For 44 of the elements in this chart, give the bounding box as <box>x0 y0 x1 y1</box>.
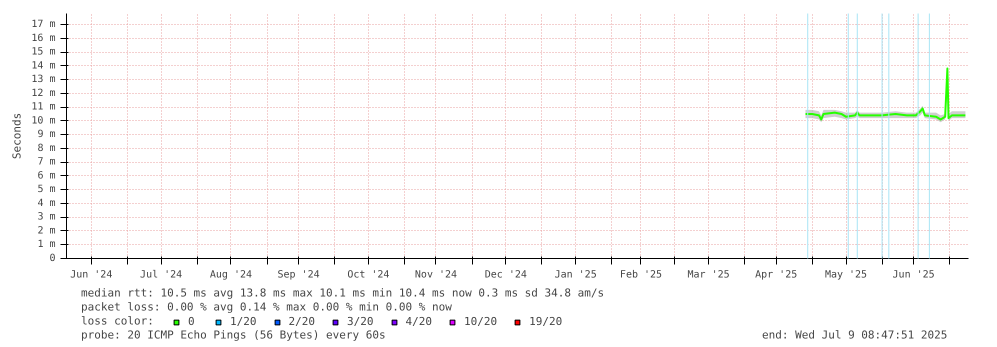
text: median rtt: 10.5 ms avg 13.8 ms max 10.1 ms min 10.4 ms now 0.3 ms sd 34.8 am/s <box>80 286 604 300</box>
legend-label: 2/20 <box>288 315 315 328</box>
x-tick-label: Mar '25 <box>688 270 730 280</box>
legend-label: 19/20 <box>529 315 562 328</box>
y-axis-title: Seconds <box>10 112 24 160</box>
legend-title: loss color: <box>80 314 154 328</box>
y-tick-label: 4 m <box>37 198 56 209</box>
y-tick-label: 13 m <box>31 74 56 86</box>
x-tick-label: Jan '25 <box>554 270 597 280</box>
x-tick-label: Apr '25 <box>755 270 798 280</box>
x-tick-label: Feb '25 <box>620 270 662 280</box>
y-tick-label: 9 m <box>37 129 56 140</box>
text: probe: 20 ICMP Echo Pings (56 Bytes) every 60s <box>80 328 386 342</box>
y-tick-label: 0 <box>49 253 56 264</box>
x-tick-label: Sep '24 <box>277 270 320 280</box>
legend-label: 10/20 <box>464 315 498 328</box>
y-tick-label: 10 m <box>31 115 56 126</box>
x-tick-label: Jun '25 <box>892 270 935 280</box>
x-tick-label: Jul '24 <box>140 270 182 280</box>
x-tick-label: Dec '24 <box>484 270 527 280</box>
y-tick-label: 16 m <box>31 32 56 44</box>
x-tick-label: Nov '24 <box>414 270 458 280</box>
y-tick-label: 5 m <box>37 184 56 196</box>
text: end: Wed Jul 9 08:47:51 2025 <box>762 328 948 342</box>
y-tick-label: 1 m <box>37 239 56 250</box>
x-tick-label: Jun '24 <box>70 270 112 280</box>
y-tick-label: 7 m <box>37 156 56 168</box>
y-tick-label: 11 m <box>31 102 56 113</box>
x-tick-label: Oct '24 <box>347 270 390 280</box>
y-tick-label: 17 m <box>31 19 56 30</box>
legend-label: 4/20 <box>406 315 432 328</box>
y-tick-label: 12 m <box>31 88 56 99</box>
y-tick-label: 2 m <box>37 225 56 236</box>
text: packet loss: 0.00 % avg 0.14 % max 0.00 % min 0.00 % now <box>80 300 452 314</box>
y-tick-label: 3 m <box>37 212 56 223</box>
x-tick-label: Aug '24 <box>210 270 252 280</box>
x-tick-label: May '25 <box>824 270 868 280</box>
legend-label: 3/20 <box>347 315 374 328</box>
y-tick-label: 14 m <box>31 60 56 72</box>
legend-label: 0 <box>188 315 196 328</box>
legend-label: 1/20 <box>230 315 256 328</box>
y-tick-label: 6 m <box>37 170 56 182</box>
y-tick-label: 15 m <box>31 46 56 58</box>
y-tick-label: 8 m <box>37 142 56 154</box>
